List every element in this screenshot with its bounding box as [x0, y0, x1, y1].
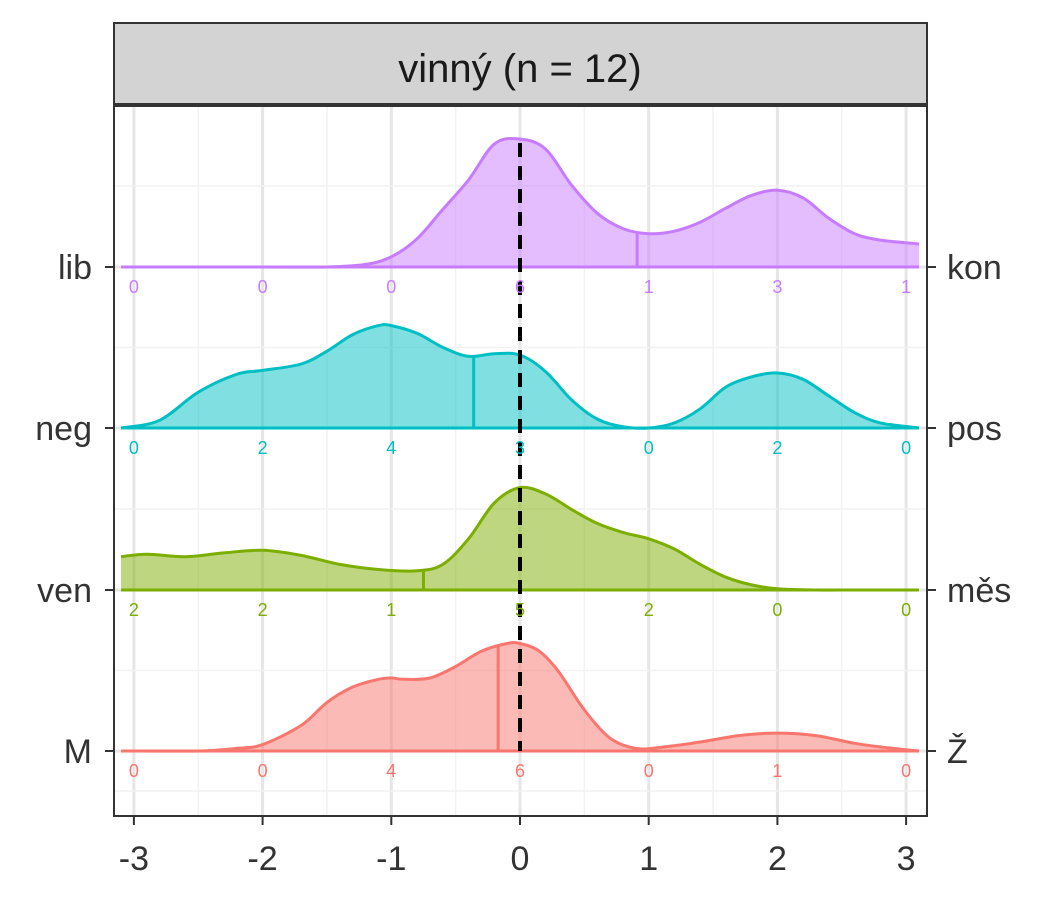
strip-background [113, 22, 928, 105]
count-label: 0 [901, 438, 911, 458]
ridge-curve [120, 136, 920, 269]
count-label: 2 [772, 438, 782, 458]
count-label: 0 [386, 277, 396, 297]
x-tick-label: 2 [768, 840, 787, 878]
count-label: 4 [386, 438, 396, 458]
count-label: 1 [644, 277, 654, 297]
count-label: 0 [644, 438, 654, 458]
count-label: 1 [901, 277, 911, 297]
x-tick-label: 3 [897, 840, 916, 878]
count-label: 0 [772, 600, 782, 620]
count-label: 0 [901, 600, 911, 620]
x-tick-label: -3 [119, 840, 149, 878]
count-label: 2 [644, 600, 654, 620]
x-tick-label: -2 [247, 840, 277, 878]
count-label: 0 [644, 761, 654, 781]
ridge-curve [120, 485, 919, 592]
y-label-left: neg [35, 410, 92, 448]
count-label: 1 [772, 761, 782, 781]
x-tick-label: 1 [639, 840, 658, 878]
count-label: 2 [258, 600, 268, 620]
y-label-left: M [64, 733, 92, 771]
count-label: 0 [258, 761, 268, 781]
x-tick-label: -1 [376, 840, 406, 878]
count-label: 1 [386, 600, 396, 620]
y-label-right: Ž [947, 733, 968, 771]
count-label: 3 [772, 277, 782, 297]
count-label: 3 [515, 438, 525, 458]
y-label-right: měs [947, 572, 1011, 610]
count-label: 6 [515, 277, 525, 297]
count-label: 2 [258, 438, 268, 458]
count-label: 0 [901, 761, 911, 781]
count-label: 5 [515, 600, 525, 620]
count-label: 0 [129, 277, 139, 297]
y-label-left: ven [37, 572, 92, 610]
ridge-curve [120, 641, 920, 753]
y-label-right: pos [947, 410, 1002, 448]
count-label: 0 [129, 761, 139, 781]
count-label: 0 [129, 438, 139, 458]
count-label: 6 [515, 761, 525, 781]
count-label: 0 [258, 277, 268, 297]
ridge-curve [120, 323, 920, 430]
y-label-right: kon [947, 249, 1002, 287]
count-label: 2 [129, 600, 139, 620]
count-labels: 0 0 4 6 0 1 0 2 2 1 5 2 0 0 0 2 4 3 0 2 0 0 0 0 6 1 3 1 [129, 277, 911, 781]
y-label-left: lib [58, 249, 92, 287]
strip-title: vinný (n = 12) [398, 47, 641, 91]
x-tick-label: 0 [511, 840, 530, 878]
count-label: 4 [386, 761, 396, 781]
